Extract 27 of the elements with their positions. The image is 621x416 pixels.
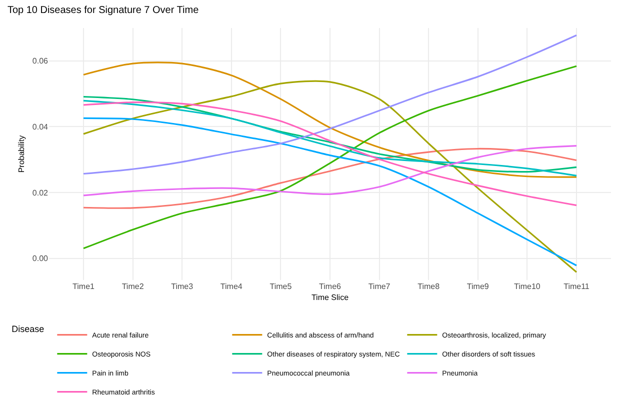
y-axis-title: Probability — [17, 135, 26, 173]
x-tick-label: Time10 — [514, 282, 541, 291]
line-series — [82, 80, 578, 273]
line-series — [82, 117, 578, 266]
chart-title: Top 10 Diseases for Signature 7 Over Time — [7, 5, 200, 16]
x-tick-label: Time2 — [122, 282, 144, 291]
y-tick-label: 0.04 — [32, 122, 49, 132]
x-tick-label: Time8 — [418, 282, 440, 291]
x-tick-label: Time6 — [319, 282, 342, 291]
line-series — [82, 148, 578, 209]
y-tick-label: 0.00 — [32, 254, 49, 264]
x-tick-label: Time3 — [171, 282, 194, 291]
x-axis-title: Time Slice — [311, 293, 350, 302]
x-tick-label: Time9 — [466, 282, 490, 291]
y-tick-label: 0.06 — [32, 56, 49, 66]
x-tick-label: Time4 — [220, 282, 243, 291]
line-series — [82, 34, 578, 175]
line-series — [82, 62, 578, 178]
x-tick-label: Time5 — [270, 282, 292, 291]
x-tick-label: Time11 — [564, 282, 590, 291]
x-tick-label: Time7 — [368, 282, 391, 291]
line-series — [82, 65, 578, 250]
legend-title: Disease — [12, 324, 44, 334]
line-series — [82, 102, 578, 206]
y-tick-label: 0.02 — [32, 188, 49, 198]
line-series — [82, 144, 578, 196]
x-tick-label: Time1 — [72, 282, 96, 291]
